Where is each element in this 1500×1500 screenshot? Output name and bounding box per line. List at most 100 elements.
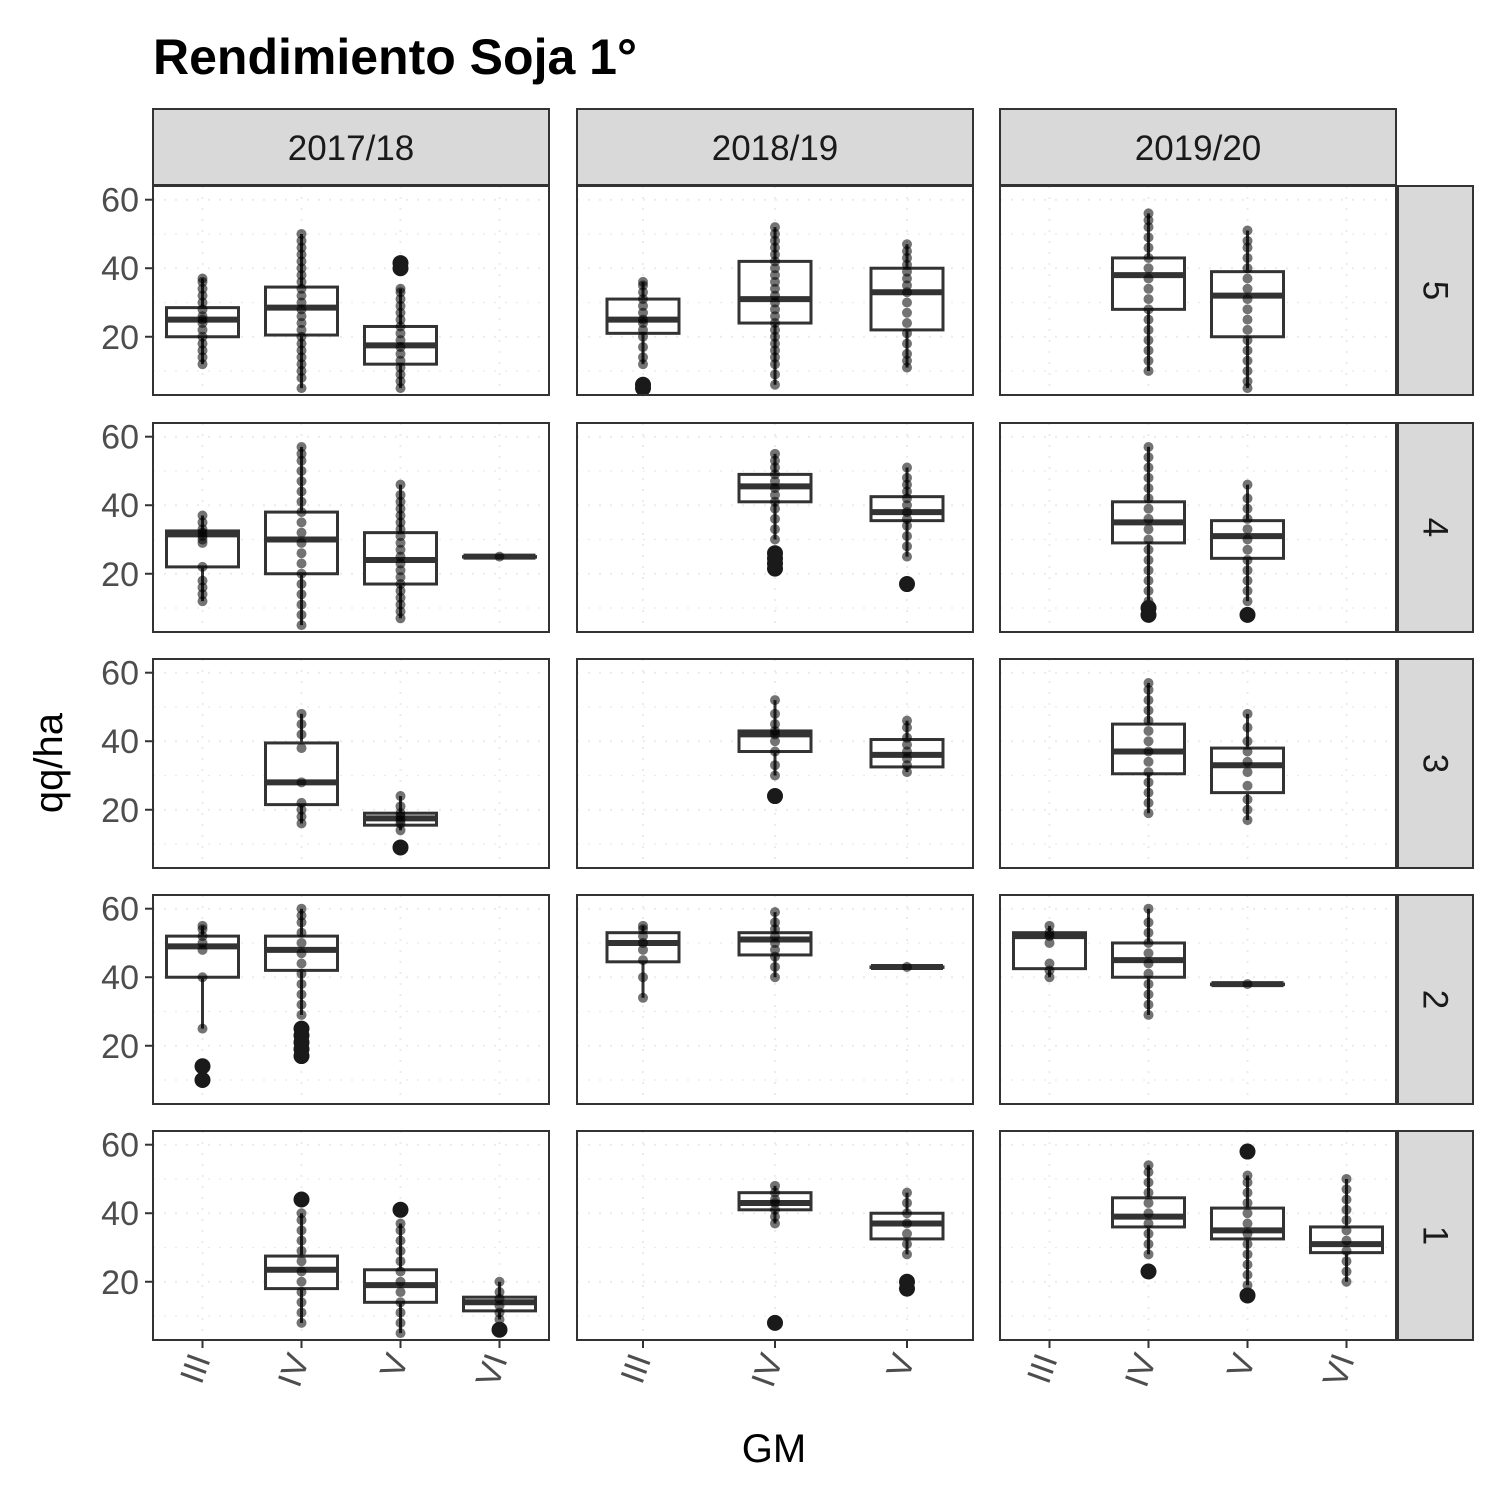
data-point <box>638 287 648 298</box>
data-point <box>296 1009 307 1020</box>
data-point <box>1242 708 1253 719</box>
data-point <box>296 999 307 1010</box>
data-point <box>296 517 307 528</box>
data-point <box>1242 1177 1253 1188</box>
data-point <box>296 729 307 740</box>
panel-background <box>153 895 549 1104</box>
data-point <box>1044 958 1055 969</box>
data-point <box>296 1276 307 1287</box>
panel <box>153 186 549 395</box>
panel-border <box>576 894 974 1105</box>
data-point <box>395 314 406 325</box>
data-point <box>1242 283 1253 294</box>
data-point <box>770 746 780 757</box>
data-point <box>1044 920 1055 931</box>
row-strip: 3 <box>1397 658 1474 869</box>
boxplot-IV <box>737 222 813 390</box>
panel-border <box>152 185 550 396</box>
panel <box>1000 186 1396 395</box>
data-point <box>1143 999 1154 1010</box>
data-point <box>902 273 912 284</box>
data-point <box>395 479 406 490</box>
data-point <box>1242 575 1253 586</box>
chart-title: Rendimiento Soja 1° <box>153 29 637 85</box>
outlier-point <box>293 1020 310 1037</box>
data-point <box>770 448 780 459</box>
y-tick-label: 20 <box>101 792 139 830</box>
data-point <box>296 937 307 948</box>
data-point <box>770 1187 780 1198</box>
x-axis: III IV V <box>614 1340 923 1392</box>
data-point <box>296 558 307 569</box>
data-point <box>296 719 307 730</box>
data-point <box>1242 225 1253 236</box>
data-point <box>638 992 648 1003</box>
data-point <box>296 1317 307 1328</box>
x-tick-label: IV <box>271 1349 318 1392</box>
data-point <box>296 242 307 253</box>
data-point <box>770 503 780 514</box>
data-point <box>395 294 406 305</box>
y-tick-label: 20 <box>101 1028 139 1066</box>
data-point <box>1341 1235 1352 1246</box>
data-point <box>1143 1228 1154 1239</box>
panel-border <box>999 422 1397 633</box>
data-point <box>770 736 780 747</box>
data-point <box>902 239 912 250</box>
data-point <box>902 355 912 366</box>
data-point <box>902 551 912 562</box>
data-point <box>1143 283 1154 294</box>
data-point <box>296 968 307 979</box>
boxplot-V <box>869 1187 945 1297</box>
data-point <box>1143 314 1154 325</box>
data-point <box>1242 263 1253 274</box>
boxplot-IV <box>264 708 339 829</box>
data-point <box>494 1293 505 1304</box>
data-point <box>1242 345 1253 356</box>
data-point <box>296 797 307 808</box>
y-tick-label: 40 <box>101 959 139 997</box>
data-point <box>902 961 912 972</box>
data-point <box>1143 677 1154 688</box>
data-point <box>197 304 208 315</box>
x-tick-label: VI <box>469 1349 516 1392</box>
data-point <box>1143 1249 1154 1260</box>
data-point <box>770 311 780 322</box>
row-strip: 1 <box>1397 1130 1474 1341</box>
data-point <box>1044 927 1055 938</box>
x-axis: III IV V VI <box>1020 1340 1362 1392</box>
data-point <box>395 321 406 332</box>
boxplot-V <box>869 462 945 593</box>
row-strip: 4 <box>1397 422 1474 633</box>
data-point <box>1143 756 1154 767</box>
data-point <box>1143 555 1154 566</box>
data-point <box>395 342 406 353</box>
boxplot-V <box>1210 708 1285 826</box>
data-point <box>197 345 208 356</box>
data-point <box>1242 479 1253 490</box>
data-point <box>1044 965 1055 976</box>
data-point <box>1143 958 1154 969</box>
panel <box>1000 659 1396 868</box>
data-point <box>395 1297 406 1308</box>
data-point <box>1242 252 1253 263</box>
y-tick-label: 40 <box>101 250 139 288</box>
boxplot-III <box>165 273 240 370</box>
data-point <box>1143 705 1154 716</box>
outlier-point <box>392 255 409 272</box>
data-point <box>1143 294 1154 305</box>
data-point <box>1242 1170 1253 1181</box>
data-point <box>1242 493 1253 504</box>
data-point <box>1242 756 1253 767</box>
data-point <box>902 479 912 490</box>
boxplot-IV <box>1111 1160 1186 1280</box>
outlier-point <box>392 839 409 856</box>
x-tick-label: V <box>1220 1349 1264 1384</box>
boxplot-IV <box>737 907 813 983</box>
boxplot-IV <box>1111 677 1186 819</box>
data-point <box>1143 544 1154 555</box>
data-point <box>296 1235 307 1246</box>
data-point <box>1143 304 1154 315</box>
y-axis: 20 40 60 <box>101 182 153 357</box>
data-point <box>296 507 307 518</box>
